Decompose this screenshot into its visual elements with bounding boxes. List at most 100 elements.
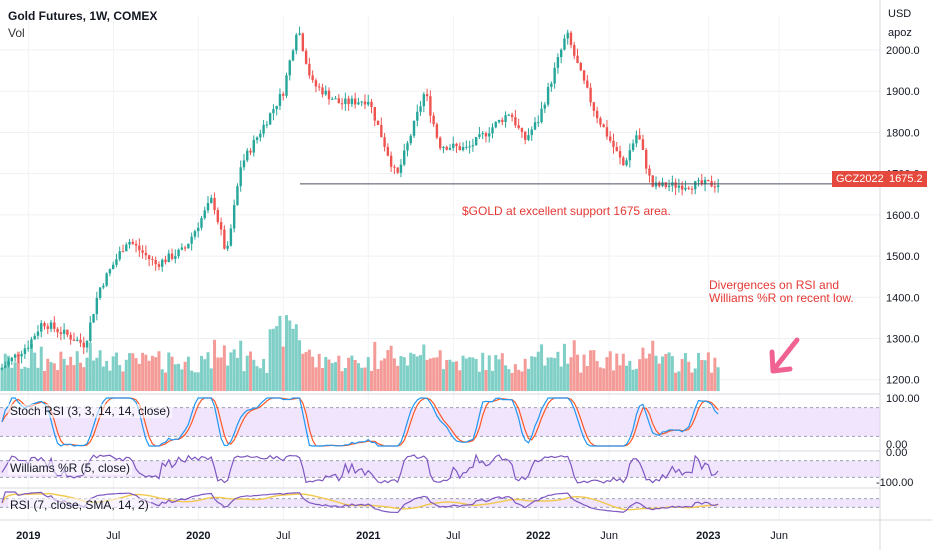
candle: [661, 177, 664, 188]
volume-bar: [513, 364, 517, 391]
volume-bar: [634, 368, 638, 391]
volume-bar: [78, 362, 82, 391]
candle: [49, 320, 53, 333]
time-tick-label: 2020: [186, 530, 210, 542]
candle: [618, 145, 622, 165]
grid-lines: [0, 15, 880, 520]
candle: [674, 178, 677, 196]
volume-bar: [3, 353, 7, 391]
volume-bar: [249, 351, 253, 391]
chart-title: Gold Futures, 1W, COMEX: [8, 9, 158, 23]
price-axis[interactable]: USDapoz2000.01900.01800.01700.01600.0150…: [876, 0, 920, 550]
candle: [501, 117, 504, 126]
volume-bar: [69, 356, 73, 391]
candle: [448, 144, 452, 151]
volume-bar: [510, 372, 514, 391]
candle: [474, 136, 478, 146]
volume-bar: [268, 329, 272, 391]
candle: [79, 333, 82, 348]
rsi-sma-line: [1, 492, 719, 511]
volume-bar: [108, 370, 112, 391]
volume-bar: [23, 366, 27, 391]
candle: [533, 117, 537, 131]
volume-bar: [556, 351, 560, 391]
candle: [550, 81, 553, 92]
stoch-rsi-label[interactable]: Stoch RSI (3, 3, 14, 14, close): [8, 404, 173, 418]
candle: [13, 353, 17, 362]
volume-bar: [56, 370, 60, 391]
candle: [569, 30, 573, 49]
candle: [206, 196, 210, 214]
candle: [144, 245, 148, 260]
candle: [197, 222, 200, 238]
candle: [638, 128, 641, 140]
candle: [340, 98, 344, 110]
candle: [89, 315, 92, 343]
candle: [465, 140, 468, 150]
volume-bar: [716, 367, 720, 391]
volume-bar: [455, 361, 459, 391]
volume-bar: [232, 349, 236, 391]
volume-bar: [464, 358, 468, 391]
candle: [605, 120, 609, 140]
volume-bar: [311, 356, 315, 391]
volume-bar: [504, 365, 508, 391]
candle: [321, 83, 324, 98]
volume-bar: [43, 371, 47, 391]
volume-bar: [39, 346, 43, 391]
volume-bar: [517, 369, 521, 391]
volume-bar: [680, 359, 684, 391]
volume-bar: [690, 372, 694, 391]
williams-r-panel: [0, 450, 880, 484]
candle: [72, 332, 76, 341]
volume-bar: [370, 370, 374, 391]
candle: [183, 245, 187, 252]
volume-bar: [500, 353, 504, 391]
volume-bar: [435, 357, 439, 391]
candle: [111, 261, 115, 270]
candle: [36, 325, 40, 340]
volume-bar: [703, 360, 707, 391]
volume-bar: [284, 315, 288, 391]
volume-bar: [75, 351, 79, 391]
volume-bar: [549, 357, 553, 391]
volume-bar: [288, 320, 292, 391]
volume-bar: [582, 354, 586, 391]
candle: [167, 249, 170, 263]
volume-bar: [121, 371, 125, 391]
candle: [641, 134, 645, 151]
volume-bar: [598, 367, 602, 391]
candle: [644, 148, 648, 174]
time-axis[interactable]: 2019 Jul 2020 Jul 2021 Jul 2022 Jun 2023 Jun: [0, 519, 932, 542]
candle: [690, 186, 694, 195]
volume-bar: [664, 353, 668, 391]
candle: [268, 112, 272, 126]
volume-bar: [667, 352, 671, 391]
candle: [308, 57, 311, 79]
rsi-label[interactable]: RSI (7, close, SMA, 14, 2): [8, 498, 151, 512]
volume-bar: [402, 357, 406, 391]
volume-bar: [324, 356, 328, 391]
price-tick-label: 2000.0: [886, 45, 920, 57]
volume-bar: [543, 365, 547, 391]
volume-bar: [82, 367, 86, 391]
volume-bar: [13, 362, 17, 391]
volume-bar: [494, 355, 498, 391]
volume-bar: [95, 357, 99, 391]
williams-r-label[interactable]: Williams %R (5, close): [8, 461, 133, 475]
candle: [33, 333, 36, 340]
candle: [121, 244, 125, 253]
candle: [219, 217, 223, 236]
candle: [295, 33, 298, 55]
volume-bar: [281, 346, 285, 391]
candle: [697, 177, 700, 187]
candle: [170, 248, 174, 261]
candle: [10, 357, 14, 365]
volume-bar: [425, 359, 429, 391]
time-tick-label: 2022: [526, 530, 550, 542]
volume-bar: [441, 369, 445, 391]
candle: [350, 95, 354, 107]
volume-bar: [386, 350, 390, 391]
volume-bar: [611, 370, 615, 391]
